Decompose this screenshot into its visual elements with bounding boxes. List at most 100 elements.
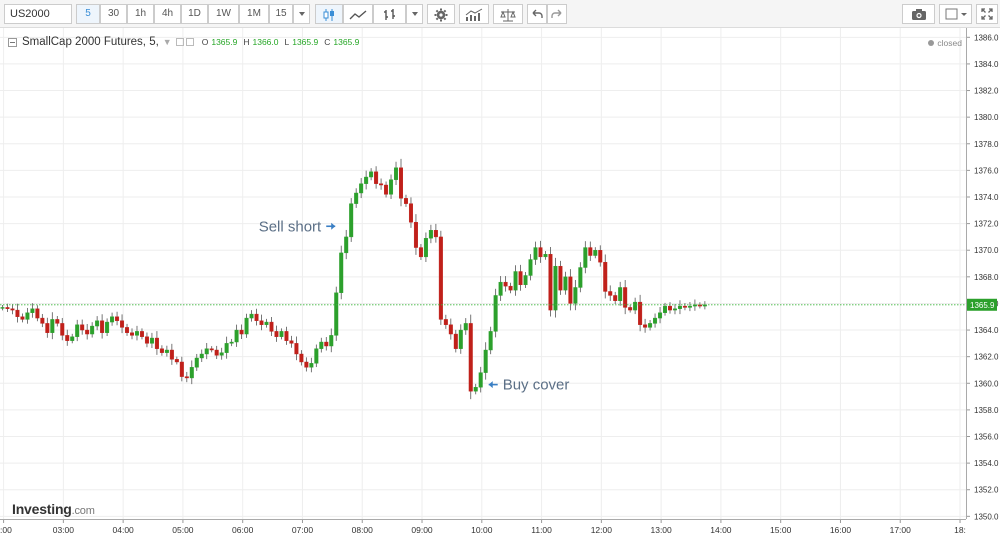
close-value: 1365.9 — [333, 37, 360, 47]
x-tick-label: 06:00 — [232, 525, 254, 535]
candle — [558, 260, 563, 295]
candle — [294, 336, 299, 361]
candle-body-down — [269, 321, 274, 332]
undo-button[interactable] — [527, 4, 547, 24]
interval-1h-button[interactable]: 1h — [127, 4, 154, 24]
candle — [239, 324, 244, 340]
candle — [60, 317, 65, 341]
annotation-text: Sell short — [259, 218, 322, 235]
y-tick-label: 1358.0 — [974, 406, 999, 415]
candle-body-up — [687, 305, 692, 308]
candle-body-up — [563, 276, 568, 291]
candle-body-down — [45, 323, 50, 333]
candle — [687, 301, 692, 312]
candle — [139, 328, 144, 340]
candle-body-up — [219, 352, 224, 356]
visibility-toggle-icon[interactable] — [175, 38, 184, 46]
candle — [284, 326, 289, 345]
fullscreen-button[interactable] — [976, 4, 998, 24]
candle-body-up — [543, 254, 548, 258]
interval-dropdown-button[interactable] — [293, 4, 310, 24]
candle-body-down — [100, 320, 105, 333]
candle — [115, 311, 120, 326]
interval-1w-button[interactable]: 1W — [208, 4, 239, 24]
candle-body-down — [628, 307, 633, 311]
x-tick-label: 10:00 — [471, 525, 493, 535]
candle-body-up — [513, 271, 518, 291]
candle-body-up — [423, 238, 428, 258]
symbol-input[interactable] — [4, 4, 72, 24]
interval-5-button[interactable]: 5 — [76, 4, 100, 24]
candlestick-chart[interactable]: 2:00 03:00 04:00 05:00 06:00 07:00 08:00 09:00 1… — [0, 28, 1000, 539]
candle-body-up — [249, 313, 254, 319]
candle — [334, 286, 339, 341]
logo-brand: Investing — [12, 501, 72, 517]
arrow-left-icon — [488, 381, 493, 389]
settings-toggle-icon[interactable] — [185, 38, 194, 46]
candle-body-down — [643, 324, 648, 328]
chart-area[interactable]: 2:00 03:00 04:00 05:00 06:00 07:00 08:00 09:00 1… — [0, 28, 1000, 539]
candle-body-down — [299, 353, 304, 363]
candle — [578, 262, 583, 293]
candlestick-icon — [323, 9, 334, 21]
candle — [384, 181, 389, 198]
redo-button[interactable] — [547, 4, 567, 24]
candle — [418, 244, 423, 261]
candle — [493, 288, 498, 338]
candle-body-down — [568, 276, 573, 304]
interval-1m-button[interactable]: 1M — [239, 4, 269, 24]
candle — [199, 349, 204, 363]
y-tick-label: 1350.0 — [974, 512, 999, 521]
candle — [184, 371, 189, 383]
compare-button[interactable] — [493, 4, 523, 24]
interval-30-button[interactable]: 30 — [100, 4, 127, 24]
chevron-down-icon — [298, 12, 305, 16]
candle-body-up — [0, 307, 5, 309]
candle — [65, 329, 70, 346]
y-tick-label: 1354.0 — [974, 459, 999, 468]
candle-body-up — [428, 230, 433, 239]
candle-body-up — [189, 367, 194, 379]
interval-15-button[interactable]: 15 — [269, 4, 293, 24]
indicators-button[interactable] — [459, 4, 489, 24]
chevron-down-icon[interactable]: ▼ — [162, 37, 172, 47]
candle — [134, 325, 139, 341]
chart-type-dropdown-button[interactable] — [406, 4, 423, 24]
candle-body-down — [408, 203, 413, 223]
candle-body-down — [5, 307, 10, 309]
interval-4h-button[interactable]: 4h — [154, 4, 181, 24]
candle-body-down — [85, 329, 90, 335]
candle — [299, 350, 304, 366]
candle-body-down — [125, 327, 130, 333]
candle-body-down — [294, 343, 299, 355]
snapshot-button[interactable] — [902, 4, 935, 24]
candle — [110, 312, 115, 326]
candle — [453, 329, 458, 353]
last-price-tag — [967, 298, 997, 311]
candle — [583, 241, 588, 274]
candle-body-up — [309, 363, 314, 368]
candle-body-down — [433, 230, 438, 238]
settings-button[interactable] — [427, 4, 455, 24]
y-tick-label: 1380.0 — [974, 113, 999, 122]
candle-body-up — [349, 203, 354, 238]
y-tick-label: 1364.0 — [974, 326, 999, 335]
y-tick-label: 1362.0 — [974, 353, 999, 362]
y-tick-label: 1382.0 — [974, 87, 999, 96]
layout-button[interactable] — [939, 4, 972, 24]
candle-body-up — [354, 192, 359, 204]
y-tick-label: 1360.0 — [974, 379, 999, 388]
candle — [553, 257, 558, 318]
x-tick-label: 2:00 — [0, 525, 12, 535]
line-style-button[interactable] — [343, 4, 373, 24]
interval-1d-button[interactable]: 1D — [181, 4, 208, 24]
status-dot-icon — [928, 40, 935, 46]
collapse-legend-button[interactable] — [8, 37, 17, 47]
candle — [613, 291, 618, 304]
bars-style-button[interactable] — [373, 4, 406, 24]
line-chart-icon — [349, 10, 367, 20]
candle-body-down — [179, 361, 184, 377]
candle-body-up — [279, 331, 284, 337]
candle — [354, 188, 359, 208]
candles-style-button[interactable] — [315, 4, 343, 24]
